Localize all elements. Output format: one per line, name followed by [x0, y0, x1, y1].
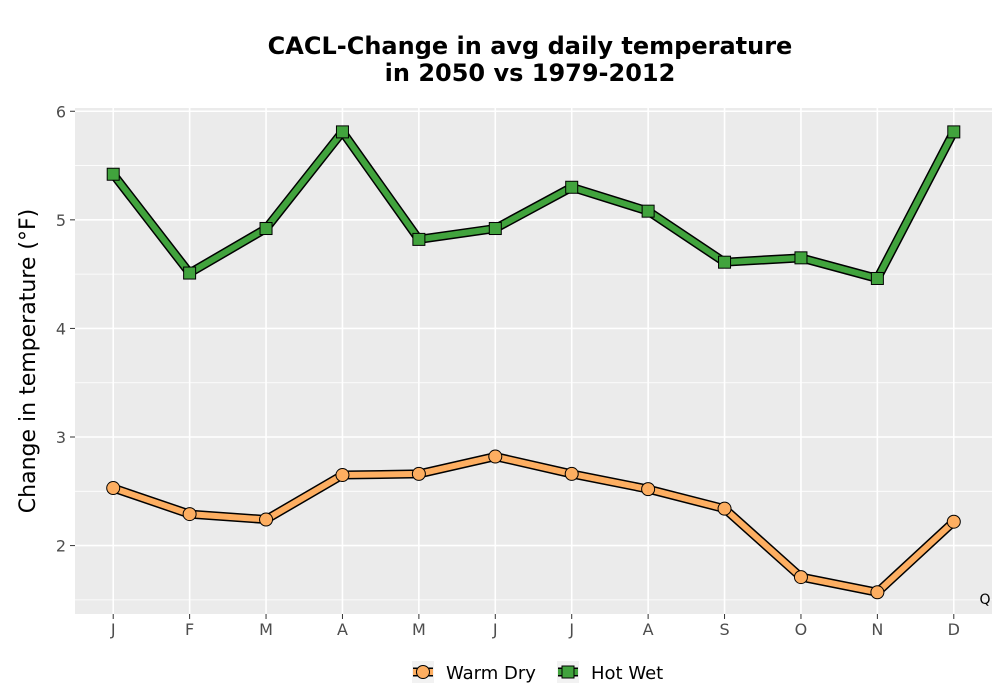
legend: Warm Dry Hot Wet — [412, 661, 663, 684]
data-point — [411, 466, 426, 481]
data-point — [793, 570, 808, 585]
data-point — [641, 482, 656, 497]
series-hot-wet — [106, 125, 961, 285]
plot-panel — [75, 108, 992, 614]
x-tick-label: F — [185, 620, 194, 639]
y-tick-label: 2 — [56, 537, 66, 556]
corner-label: Q — [979, 592, 990, 608]
data-point — [259, 222, 273, 236]
x-tick-label: J — [568, 620, 574, 639]
series-warm-dry — [106, 449, 961, 600]
series-line — [110, 453, 957, 596]
data-point — [335, 125, 349, 139]
data-point — [717, 501, 732, 516]
x-tick-label: A — [337, 620, 348, 639]
chart-title-line-2: in 2050 vs 1979-2012 — [385, 59, 676, 87]
y-axis: 2 3 4 5 6 — [56, 102, 75, 556]
x-tick-label: J — [110, 620, 116, 639]
data-point — [870, 271, 884, 285]
legend-label: Hot Wet — [591, 663, 663, 684]
data-point — [488, 449, 503, 464]
data-point — [794, 251, 808, 265]
x-tick-label: S — [719, 620, 729, 639]
data-point — [718, 255, 732, 269]
data-point — [565, 180, 579, 194]
x-tick-label: A — [643, 620, 654, 639]
data-point — [106, 481, 121, 496]
legend-label: Warm Dry — [446, 663, 536, 684]
data-point — [564, 466, 579, 481]
x-tick-label: O — [795, 620, 808, 639]
series-layer — [106, 125, 961, 600]
y-axis-title: Change in temperature (°F) — [16, 209, 41, 513]
y-tick-label: 6 — [56, 102, 66, 121]
x-tick-label: M — [259, 620, 273, 639]
y-tick-label: 3 — [56, 428, 66, 447]
series-line — [110, 128, 957, 282]
data-point — [182, 507, 197, 522]
y-tick-label: 5 — [56, 211, 66, 230]
x-tick-label: J — [492, 620, 498, 639]
data-point — [870, 585, 885, 600]
data-point — [106, 167, 120, 181]
legend-item: Hot Wet — [557, 661, 663, 684]
x-tick-label: D — [948, 620, 960, 639]
data-point — [259, 512, 274, 527]
x-tick-label: N — [871, 620, 883, 639]
data-point — [183, 266, 197, 280]
y-tick-label: 4 — [56, 319, 66, 338]
gridlines — [75, 108, 992, 614]
x-tick-label: M — [412, 620, 426, 639]
chart-title-line-1: CACL-Change in avg daily temperature — [268, 32, 793, 60]
data-point — [946, 514, 961, 529]
data-point — [488, 222, 502, 236]
legend-key-marker — [561, 665, 575, 679]
data-point — [641, 204, 655, 218]
data-point — [335, 468, 350, 483]
data-point — [412, 232, 426, 246]
legend-item: Warm Dry — [412, 661, 536, 684]
legend-key-marker — [416, 665, 430, 679]
data-point — [947, 125, 961, 139]
